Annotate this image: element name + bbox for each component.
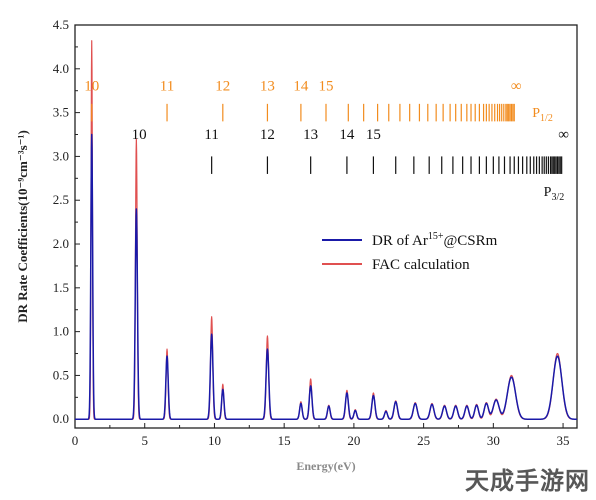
rydberg-n-label: 10 bbox=[132, 127, 147, 143]
rydberg-state-label: P3/2 bbox=[544, 185, 565, 203]
rydberg-n-label: 11 bbox=[204, 127, 218, 143]
series-line-dr bbox=[74, 133, 578, 420]
y-tick-label: 1.5 bbox=[53, 280, 69, 295]
rydberg-n-label: 13 bbox=[260, 79, 275, 95]
plot-frame bbox=[74, 24, 578, 429]
x-axis-title: Energy(eV) bbox=[296, 459, 355, 473]
y-tick-label: 0.5 bbox=[53, 367, 69, 382]
watermark: 天成手游网 bbox=[465, 467, 590, 495]
rydberg-series-3-2: 10 11 12 13 14 15 ∞ P3/2 bbox=[132, 127, 569, 203]
series-line-fac bbox=[74, 40, 578, 420]
rydberg-n-label: 13 bbox=[303, 127, 318, 143]
rydberg-n-label: 14 bbox=[293, 79, 309, 95]
rydberg-n-label: 12 bbox=[215, 79, 230, 95]
rydberg-n-label: 10 bbox=[84, 79, 99, 95]
legend-label: FAC calculation bbox=[372, 257, 470, 273]
rydberg-series-1-2: 10 11 12 13 14 15 ∞ P1/2 bbox=[84, 79, 553, 124]
y-tick-label: 3.0 bbox=[53, 148, 69, 163]
y-tick-label: 4.5 bbox=[53, 17, 69, 32]
x-tick-label: 35 bbox=[557, 433, 570, 448]
x-tick-label: 5 bbox=[141, 433, 148, 448]
y-tick-label: 2.0 bbox=[53, 236, 69, 251]
rydberg-limit-label: ∞ bbox=[558, 127, 569, 143]
y-tick-label: 2.5 bbox=[53, 192, 69, 207]
rydberg-n-label: 12 bbox=[260, 127, 275, 143]
legend: DR of Ar15+@CSRm FAC calculation bbox=[322, 231, 498, 273]
y-axis-title: DR Rate Coefficients(10⁻⁹cm⁻³s⁻¹) bbox=[15, 130, 30, 323]
y-tick-label: 1.0 bbox=[53, 324, 69, 339]
x-tick-label: 25 bbox=[417, 433, 430, 448]
rydberg-state-label: P1/2 bbox=[532, 106, 553, 124]
legend-label: DR of Ar15+@CSRm bbox=[372, 231, 498, 249]
rydberg-limit-label: ∞ bbox=[511, 79, 522, 95]
y-tick-label: 0.0 bbox=[53, 411, 69, 426]
rydberg-n-label: 15 bbox=[366, 127, 381, 143]
x-tick-label: 0 bbox=[72, 433, 79, 448]
x-tick-label: 15 bbox=[278, 433, 291, 448]
plot-area: 0 5 10 15 20 25 30 35 0.0 0.5 1.0 1.5 2.0 2.5 3.0 3.5 4.… bbox=[15, 17, 578, 473]
x-tick-label: 20 bbox=[347, 433, 360, 448]
rydberg-n-label: 11 bbox=[160, 79, 174, 95]
y-tick-label: 3.5 bbox=[53, 105, 69, 120]
x-tick-label: 10 bbox=[208, 433, 221, 448]
y-tick-label: 4.0 bbox=[53, 61, 69, 76]
rydberg-n-label: 14 bbox=[339, 127, 355, 143]
x-tick-label: 30 bbox=[487, 433, 500, 448]
rydberg-n-label: 15 bbox=[319, 79, 334, 95]
